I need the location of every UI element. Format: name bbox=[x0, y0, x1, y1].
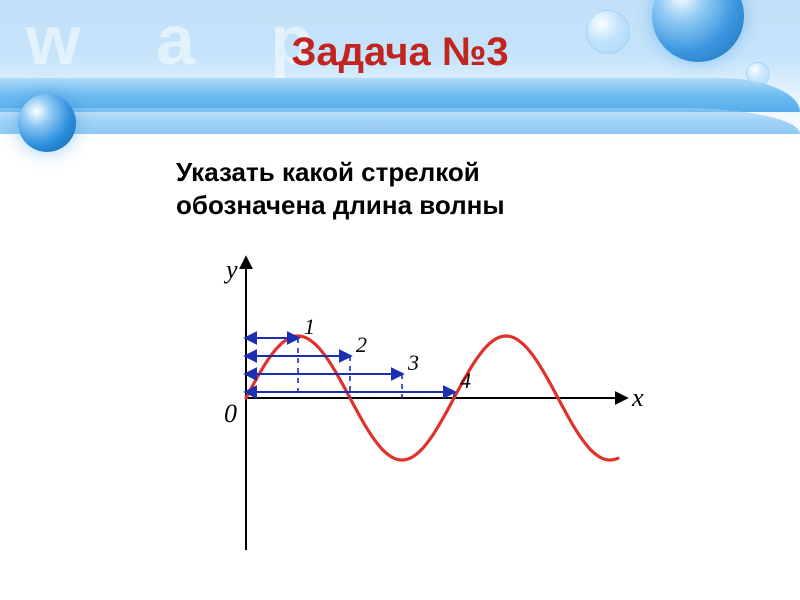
wave-svg: 1 2 3 4 y x 0 bbox=[150, 250, 650, 560]
question-line-2: обозначена длина волны bbox=[176, 190, 505, 220]
y-axis-label: y bbox=[223, 255, 238, 284]
arrow-label-1: 1 bbox=[304, 314, 315, 339]
question-line-1: Указать какой стрелкой bbox=[176, 157, 480, 187]
slide-page: w a p Задача №3 Указать какой стрелкой о… bbox=[0, 0, 800, 600]
arrow-label-3: 3 bbox=[407, 350, 419, 375]
slide-title: Задача №3 bbox=[0, 30, 800, 75]
arrow-label-4: 4 bbox=[460, 368, 471, 393]
wave-diagram: 1 2 3 4 y x 0 bbox=[150, 250, 650, 560]
arrow-label-2: 2 bbox=[356, 332, 367, 357]
origin-label: 0 bbox=[224, 399, 237, 428]
question-block: Указать какой стрелкой обозначена длина … bbox=[176, 156, 656, 223]
sphere-left bbox=[18, 94, 76, 152]
banner-stripe-2 bbox=[0, 108, 800, 134]
x-axis-label: x bbox=[631, 383, 644, 412]
banner-stripe-1 bbox=[0, 78, 800, 112]
